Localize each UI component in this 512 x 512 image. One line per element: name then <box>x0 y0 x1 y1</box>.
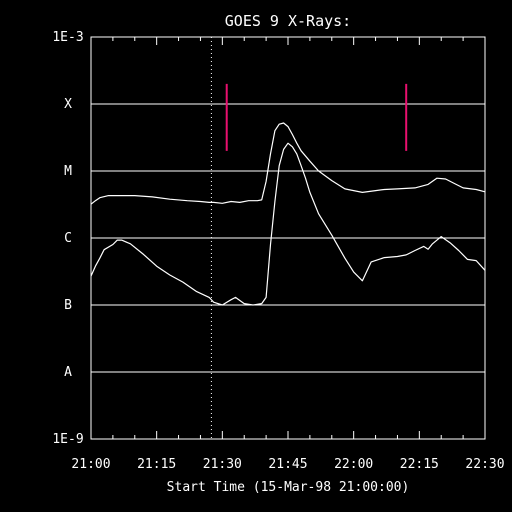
series-lines <box>90 122 486 306</box>
x-tick-label: 22:15 <box>400 457 439 472</box>
y-tick-label: 1E-9 <box>52 432 83 447</box>
event-markers <box>225 83 408 151</box>
chart-title: GOES 9 X-Rays: <box>225 12 351 30</box>
x-tick-label: 21:00 <box>71 457 110 472</box>
y-tick-label: M <box>64 164 72 179</box>
x-tick-label: 22:00 <box>334 457 373 472</box>
y-tick-label: 1E-3 <box>52 30 83 45</box>
x-tick-label: 21:15 <box>137 457 176 472</box>
x-tick-labels: 21:00 21:15 21:30 21:45 22:00 22:15 22:30 <box>71 457 504 472</box>
series-line-1 <box>90 122 486 205</box>
y-tick-label: X <box>64 97 72 112</box>
y-tick-label: B <box>64 298 72 313</box>
x-axis-label: Start Time (15-Mar-98 21:00:00) <box>167 480 410 495</box>
plot-frame <box>90 36 486 440</box>
x-tick-label: 21:30 <box>203 457 242 472</box>
y-tick-labels: 1E-9 A B C M X 1E-3 <box>52 30 83 447</box>
grid-lines <box>91 37 485 439</box>
series-line-2 <box>90 142 486 306</box>
x-tick-label: 22:30 <box>465 457 504 472</box>
x-tick-label: 21:45 <box>268 457 307 472</box>
y-tick-label: C <box>64 231 72 246</box>
y-tick-label: A <box>64 365 72 380</box>
